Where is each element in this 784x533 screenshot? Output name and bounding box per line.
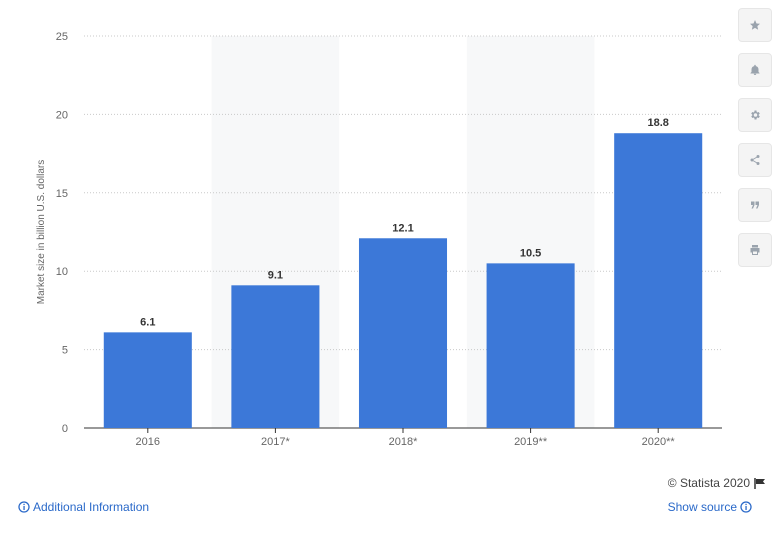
data-label: 12.1	[392, 222, 413, 234]
credit-text: © Statista 2020	[667, 476, 750, 490]
favorite-button[interactable]	[738, 8, 772, 42]
bar	[614, 133, 703, 428]
data-label: 9.1	[268, 269, 283, 281]
settings-button[interactable]	[738, 98, 772, 132]
y-tick-label: 5	[62, 345, 68, 357]
bar	[103, 332, 192, 428]
y-tick-label: 15	[56, 188, 68, 200]
notification-button[interactable]	[738, 53, 772, 87]
quote-icon	[751, 201, 759, 209]
chart-toolbar	[738, 8, 772, 278]
y-tick-label: 0	[62, 423, 68, 435]
additional-information-label: Additional Information	[33, 500, 150, 514]
bell-icon	[750, 64, 760, 75]
star-icon	[750, 20, 760, 30]
data-label: 18.8	[647, 117, 668, 129]
share-icon	[750, 155, 760, 165]
x-tick-label: 2019**	[514, 436, 548, 448]
y-tick-label: 10	[56, 266, 68, 278]
y-axis-ticks: 0 5 10 15 20 25	[56, 31, 68, 435]
x-axis-ticks: 2016 2017* 2018* 2019** 2020**	[136, 428, 676, 448]
bar	[231, 285, 320, 428]
x-tick-label: 2016	[136, 436, 160, 448]
x-tick-label: 2017*	[261, 436, 290, 448]
y-tick-label: 20	[56, 109, 68, 121]
bar	[358, 238, 448, 428]
gear-icon	[751, 110, 760, 120]
additional-information-link[interactable]: Additional Information	[18, 500, 149, 514]
show-source-label: Show source	[667, 500, 737, 514]
y-axis-title: Market size in billion U.S. dollars	[36, 160, 47, 305]
flag-icon	[754, 477, 765, 489]
print-button[interactable]	[738, 233, 772, 267]
info-icon	[18, 501, 30, 513]
print-icon	[750, 245, 760, 255]
data-label: 6.1	[140, 316, 155, 328]
bar	[486, 263, 575, 428]
share-button[interactable]	[738, 143, 772, 177]
statista-credit[interactable]: © Statista 2020	[668, 476, 766, 490]
info-icon	[740, 501, 752, 513]
data-label: 10.5	[520, 247, 541, 259]
x-tick-label: 2018*	[389, 436, 418, 448]
show-source-link[interactable]: Show source	[668, 500, 752, 514]
x-tick-label: 2020**	[642, 436, 676, 448]
y-tick-label: 25	[56, 31, 68, 43]
cite-button[interactable]	[738, 188, 772, 222]
bars: 6.1 9.1 12.1 10.5 18.8	[103, 117, 703, 428]
